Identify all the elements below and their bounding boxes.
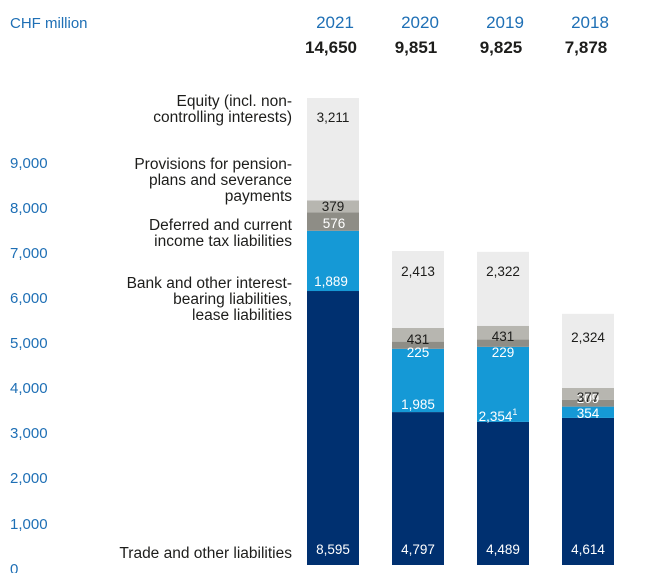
bars (307, 98, 614, 565)
equity-bar (307, 98, 359, 201)
tax-liabilities-value: 229 (492, 345, 515, 360)
bank-liabilities-label: Bank and other interest- (127, 275, 292, 292)
y-tick-label: 7,000 (10, 245, 48, 262)
pension-provisions-label: payments (225, 188, 292, 205)
pension-provisions-value: 431 (407, 332, 430, 347)
y-tick-label: 1,000 (10, 516, 48, 533)
tax-liabilities-value: 576 (323, 216, 346, 231)
trade-liabilities-value: 4,797 (401, 542, 435, 557)
tax-liabilities-bar (307, 212, 359, 231)
total-label: 14,650 (305, 38, 357, 57)
equity-bar (477, 251, 529, 326)
bank-liabilities-label: bearing liabilities, (173, 291, 292, 308)
pension-provisions-value: 379 (322, 199, 345, 214)
tax-liabilities-bar (392, 341, 444, 349)
pension-provisions-label: plans and severance (149, 172, 292, 189)
trade-liabilities-bar (477, 421, 529, 565)
pension-provisions-bar (307, 200, 359, 213)
bank-liabilities-value: 2,3541 (479, 407, 518, 424)
total-label: 7,878 (565, 38, 608, 57)
equity-bar (392, 250, 444, 328)
y-axis: 0 1,000 2,000 3,000 4,000 5,000 6,000 7,000 8,00… (10, 155, 48, 573)
trade-liabilities-bar (562, 417, 614, 565)
trade-liabilities-value: 8,595 (316, 542, 350, 557)
tax-liabilities-value: 209 (577, 391, 600, 406)
equity-value: 3,211 (317, 110, 350, 125)
pension-provisions-bar (392, 327, 444, 342)
tax-liabilities-label: Deferred and current (149, 217, 293, 234)
y-tick-label: 0 (10, 561, 18, 573)
trade-liabilities-bar (392, 412, 444, 565)
trade-liabilities-label: Trade and other liabilities (119, 545, 292, 562)
y-tick-label: 2,000 (10, 470, 48, 487)
bank-liabilities-bar (477, 346, 529, 422)
bank-liabilities-value: 354 (577, 406, 600, 421)
year-headers: 2021 14,650 2020 9,851 2019 9,825 2018 7,878 (305, 13, 609, 57)
trade-liabilities-value: 4,489 (486, 542, 520, 557)
pension-provisions-value: 431 (492, 329, 515, 344)
equity-value: 2,413 (401, 264, 435, 279)
y-tick-label: 9,000 (10, 155, 48, 172)
equity-value: 2,322 (486, 264, 520, 279)
y-tick-label: 6,000 (10, 290, 48, 307)
bank-liabilities-label: lease liabilities (192, 307, 292, 324)
y-tick-label: 8,000 (10, 200, 48, 217)
footnote-marker: 1 (512, 407, 517, 417)
tax-liabilities-label: income tax liabilities (154, 233, 292, 250)
year-label: 2018 (571, 13, 609, 32)
trade-liabilities-value: 4,614 (571, 542, 605, 557)
segment-labels: Trade and other liabilities Bank and othe… (119, 93, 292, 562)
y-tick-label: 3,000 (10, 425, 48, 442)
bank-liabilities-bar (562, 406, 614, 418)
unit-label: CHF million (10, 15, 88, 32)
tax-liabilities-bar (477, 339, 529, 347)
bank-liabilities-bar (307, 230, 359, 292)
equity-bar (562, 313, 614, 388)
total-label: 9,825 (480, 38, 523, 57)
pension-provisions-value: 377 (577, 390, 600, 405)
tax-liabilities-bar (562, 399, 614, 407)
equity-label: controlling interests) (153, 109, 292, 126)
pension-provisions-bar (477, 325, 529, 340)
bank-liabilities-value: 1,889 (314, 274, 348, 289)
bank-liabilities-value: 1,985 (401, 397, 435, 412)
year-label: 2020 (401, 13, 439, 32)
trade-liabilities-bar (307, 291, 359, 565)
equity-value: 2,324 (571, 330, 605, 345)
year-label: 2021 (316, 13, 354, 32)
value-labels: 8,5951,8895763793,2114,7971,9852254312,4… (314, 110, 605, 557)
equity-label: Equity (incl. non- (177, 93, 292, 110)
pension-provisions-label: Provisions for pension- (134, 156, 292, 173)
pension-provisions-bar (562, 387, 614, 400)
tax-liabilities-value: 225 (407, 345, 430, 360)
year-label: 2019 (486, 13, 524, 32)
bank-liabilities-bar (392, 348, 444, 413)
total-label: 9,851 (395, 38, 438, 57)
y-tick-label: 4,000 (10, 380, 48, 397)
y-tick-label: 5,000 (10, 335, 48, 352)
